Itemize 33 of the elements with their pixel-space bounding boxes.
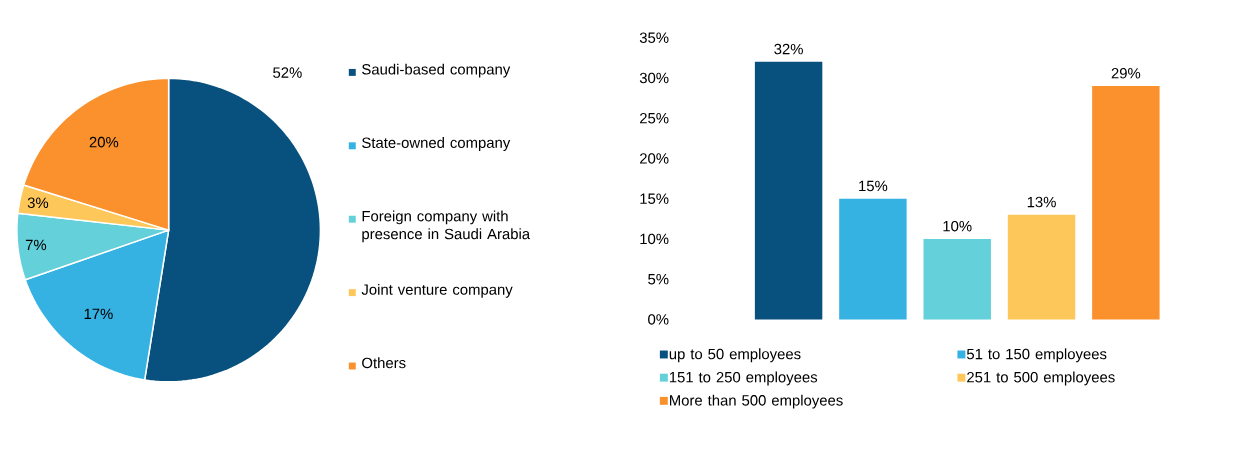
data-label: 17% (84, 308, 113, 319)
legend-label: 51 to 150 employees (966, 348, 1107, 363)
y-tick-label: 15% (640, 193, 669, 204)
y-tick-label: 0% (648, 313, 669, 325)
data-label: 13% (1027, 196, 1056, 208)
data-label: 7% (25, 239, 47, 250)
data-label: 15% (859, 180, 888, 192)
legend-label: up to 50 employees (669, 348, 801, 363)
y-tick-label: 20% (640, 153, 669, 164)
data-label: 3% (27, 197, 49, 208)
y-tick-label: 35% (639, 32, 669, 43)
legend-label: Foreign company with presence in Saudi Arabia (362, 210, 531, 243)
bar (754, 61, 823, 320)
legend-label: Saudi-based company (362, 63, 511, 78)
y-tick-label: 30% (639, 72, 669, 84)
bar (1092, 85, 1160, 320)
data-label: 10% (943, 220, 972, 232)
y-tick-label: 5% (648, 273, 669, 285)
bar (1007, 214, 1076, 320)
data-label: 20% (89, 136, 119, 148)
legend-label: 151 to 250 employees (669, 371, 818, 386)
legend-label: Others (362, 357, 406, 369)
y-tick-label: 10% (640, 233, 669, 245)
legend-label: Joint venture company (361, 283, 513, 298)
legend-label: State-owned company (362, 136, 511, 151)
data-label: 29% (1111, 67, 1141, 79)
legend-label: 251 to 500 employees (967, 371, 1115, 386)
bar (923, 238, 991, 320)
legend-label: More than 500 employees (670, 394, 843, 409)
data-label: 32% (774, 43, 803, 55)
bar (839, 198, 907, 320)
y-tick-label: 25% (640, 112, 669, 124)
data-label: 52% (273, 67, 302, 78)
